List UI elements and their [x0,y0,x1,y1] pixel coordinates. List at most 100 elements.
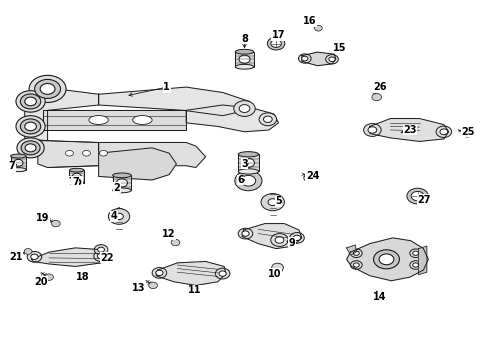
Circle shape [462,131,470,137]
Circle shape [97,253,104,259]
Circle shape [29,75,66,103]
Circle shape [242,231,248,236]
Ellipse shape [235,49,253,54]
Circle shape [350,261,362,269]
Circle shape [17,138,44,158]
Circle shape [275,237,284,243]
Text: 24: 24 [305,171,319,181]
Circle shape [298,54,310,63]
Text: 4: 4 [111,211,117,221]
Circle shape [116,179,127,187]
Circle shape [435,126,451,138]
Polygon shape [418,246,426,275]
Circle shape [242,158,254,167]
Text: 17: 17 [271,30,285,40]
Circle shape [378,254,393,265]
Polygon shape [186,105,278,132]
Circle shape [314,25,322,31]
Circle shape [259,113,276,126]
Circle shape [24,249,32,254]
Polygon shape [42,111,186,130]
Circle shape [31,254,38,260]
Text: 22: 22 [101,253,114,263]
Polygon shape [25,139,99,167]
Text: 8: 8 [241,34,247,44]
Circle shape [20,119,41,134]
Polygon shape [99,148,176,180]
Circle shape [293,235,300,240]
Circle shape [267,37,285,50]
Circle shape [410,192,423,201]
Text: 23: 23 [402,125,416,135]
Polygon shape [301,52,335,66]
Ellipse shape [113,173,131,178]
Circle shape [14,159,23,166]
Circle shape [72,173,81,180]
Polygon shape [25,87,99,141]
Text: 6: 6 [237,175,244,185]
Circle shape [94,251,108,261]
Circle shape [263,116,272,122]
Ellipse shape [238,169,258,174]
Text: 21: 21 [9,252,22,262]
Polygon shape [156,261,225,285]
Circle shape [353,263,359,267]
Ellipse shape [69,181,84,185]
Text: 2: 2 [114,183,120,193]
Circle shape [412,251,418,255]
Ellipse shape [113,188,131,193]
Circle shape [25,97,36,106]
Circle shape [367,246,404,273]
Text: 26: 26 [372,82,386,92]
Text: 10: 10 [267,269,281,279]
Circle shape [16,116,45,137]
Circle shape [65,150,73,156]
Circle shape [16,91,45,112]
Ellipse shape [132,116,152,125]
Circle shape [25,144,36,152]
Polygon shape [369,118,448,141]
Text: 27: 27 [417,195,430,204]
Circle shape [51,220,60,227]
Circle shape [406,188,427,204]
Circle shape [270,234,287,247]
Circle shape [439,129,447,135]
Circle shape [241,175,255,186]
Polygon shape [99,143,205,167]
Circle shape [350,249,362,257]
Text: 5: 5 [275,197,282,206]
Circle shape [215,268,229,279]
Ellipse shape [235,64,253,69]
Text: 13: 13 [131,283,145,293]
Text: 9: 9 [288,238,295,248]
Circle shape [40,84,55,94]
Circle shape [272,266,282,274]
Circle shape [94,245,108,255]
Circle shape [371,94,381,101]
Text: 14: 14 [372,292,386,302]
Circle shape [44,274,53,280]
Circle shape [108,208,129,224]
Text: 25: 25 [461,127,474,137]
Circle shape [412,263,418,267]
Circle shape [301,56,307,61]
Text: 12: 12 [162,229,176,239]
Circle shape [115,213,123,220]
Text: 20: 20 [35,277,48,287]
Text: 7: 7 [9,161,16,171]
Circle shape [325,55,338,64]
Bar [69,170,84,183]
Circle shape [271,263,283,272]
Circle shape [239,105,249,112]
Ellipse shape [89,116,108,125]
Circle shape [156,270,163,275]
Circle shape [25,122,36,131]
Circle shape [270,40,281,48]
Circle shape [35,80,61,98]
Circle shape [409,261,421,269]
Circle shape [367,127,376,133]
Polygon shape [99,87,254,116]
Ellipse shape [69,168,84,172]
Circle shape [328,57,334,62]
Circle shape [363,123,380,136]
